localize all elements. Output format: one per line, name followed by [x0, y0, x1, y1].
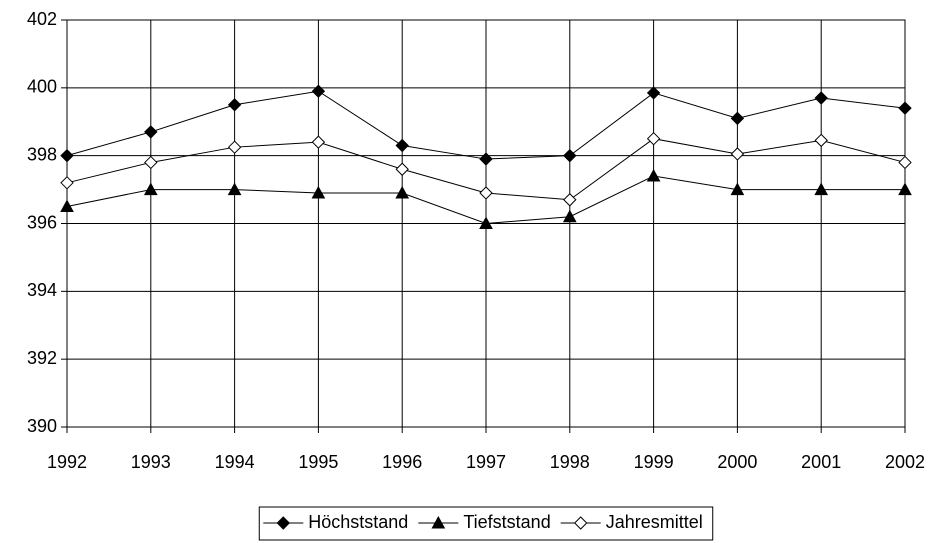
marker [562, 209, 577, 223]
x-tick-label: 1998 [550, 452, 590, 472]
marker [814, 182, 829, 196]
legend: Höchststand Tiefststand Jahresmittel [263, 512, 703, 532]
marker [898, 101, 912, 115]
marker [395, 185, 410, 199]
marker [395, 162, 409, 176]
marker [311, 135, 326, 149]
marker [898, 182, 912, 196]
marker [227, 140, 242, 154]
marker [144, 125, 158, 139]
legend-marker [276, 516, 290, 530]
y-tick-label: 390 [27, 416, 57, 436]
marker [144, 155, 158, 170]
x-tick-label: 2002 [885, 452, 925, 472]
marker [730, 147, 745, 161]
marker [814, 91, 828, 105]
marker [479, 186, 493, 200]
y-tick-label: 394 [27, 280, 57, 300]
legend-label: Höchststand [308, 512, 408, 532]
marker [60, 148, 74, 163]
x-tick-label: 2001 [801, 452, 841, 472]
legend-marker [573, 516, 588, 530]
legend-label: Jahresmittel [606, 512, 703, 532]
marker [814, 133, 828, 148]
x-tick-label: 1996 [382, 452, 422, 472]
marker [60, 199, 74, 213]
marker [479, 152, 493, 166]
marker [60, 176, 74, 190]
marker [730, 111, 745, 126]
x-tick-label: 2000 [717, 452, 757, 472]
marker [563, 193, 577, 207]
marker [311, 84, 326, 98]
plot-border [66, 19, 906, 428]
marker [898, 155, 912, 170]
marker [646, 86, 661, 100]
y-tick-label: 392 [27, 348, 57, 368]
marker [395, 138, 409, 153]
y-tick-label: 400 [27, 77, 57, 97]
x-tick-label: 1994 [215, 452, 255, 472]
x-tick-label: 1995 [298, 452, 338, 472]
marker [479, 216, 493, 229]
legend-label: Tiefststand [463, 512, 550, 532]
legend-box [258, 506, 714, 541]
marker [646, 168, 661, 182]
marker [646, 132, 661, 146]
x-tick-label: 1999 [634, 452, 674, 472]
marker [143, 182, 158, 196]
marker [227, 182, 242, 196]
x-tick-label: 1992 [47, 452, 87, 472]
marker [227, 98, 242, 112]
x-tick-label: 1997 [466, 452, 506, 472]
x-tick-label: 1993 [131, 452, 171, 472]
marker [311, 185, 326, 199]
y-tick-label: 402 [27, 9, 57, 29]
legend-marker [431, 515, 446, 529]
marker [563, 148, 577, 163]
y-tick-label: 396 [27, 212, 57, 232]
marker [730, 182, 745, 196]
y-tick-label: 398 [27, 144, 57, 164]
